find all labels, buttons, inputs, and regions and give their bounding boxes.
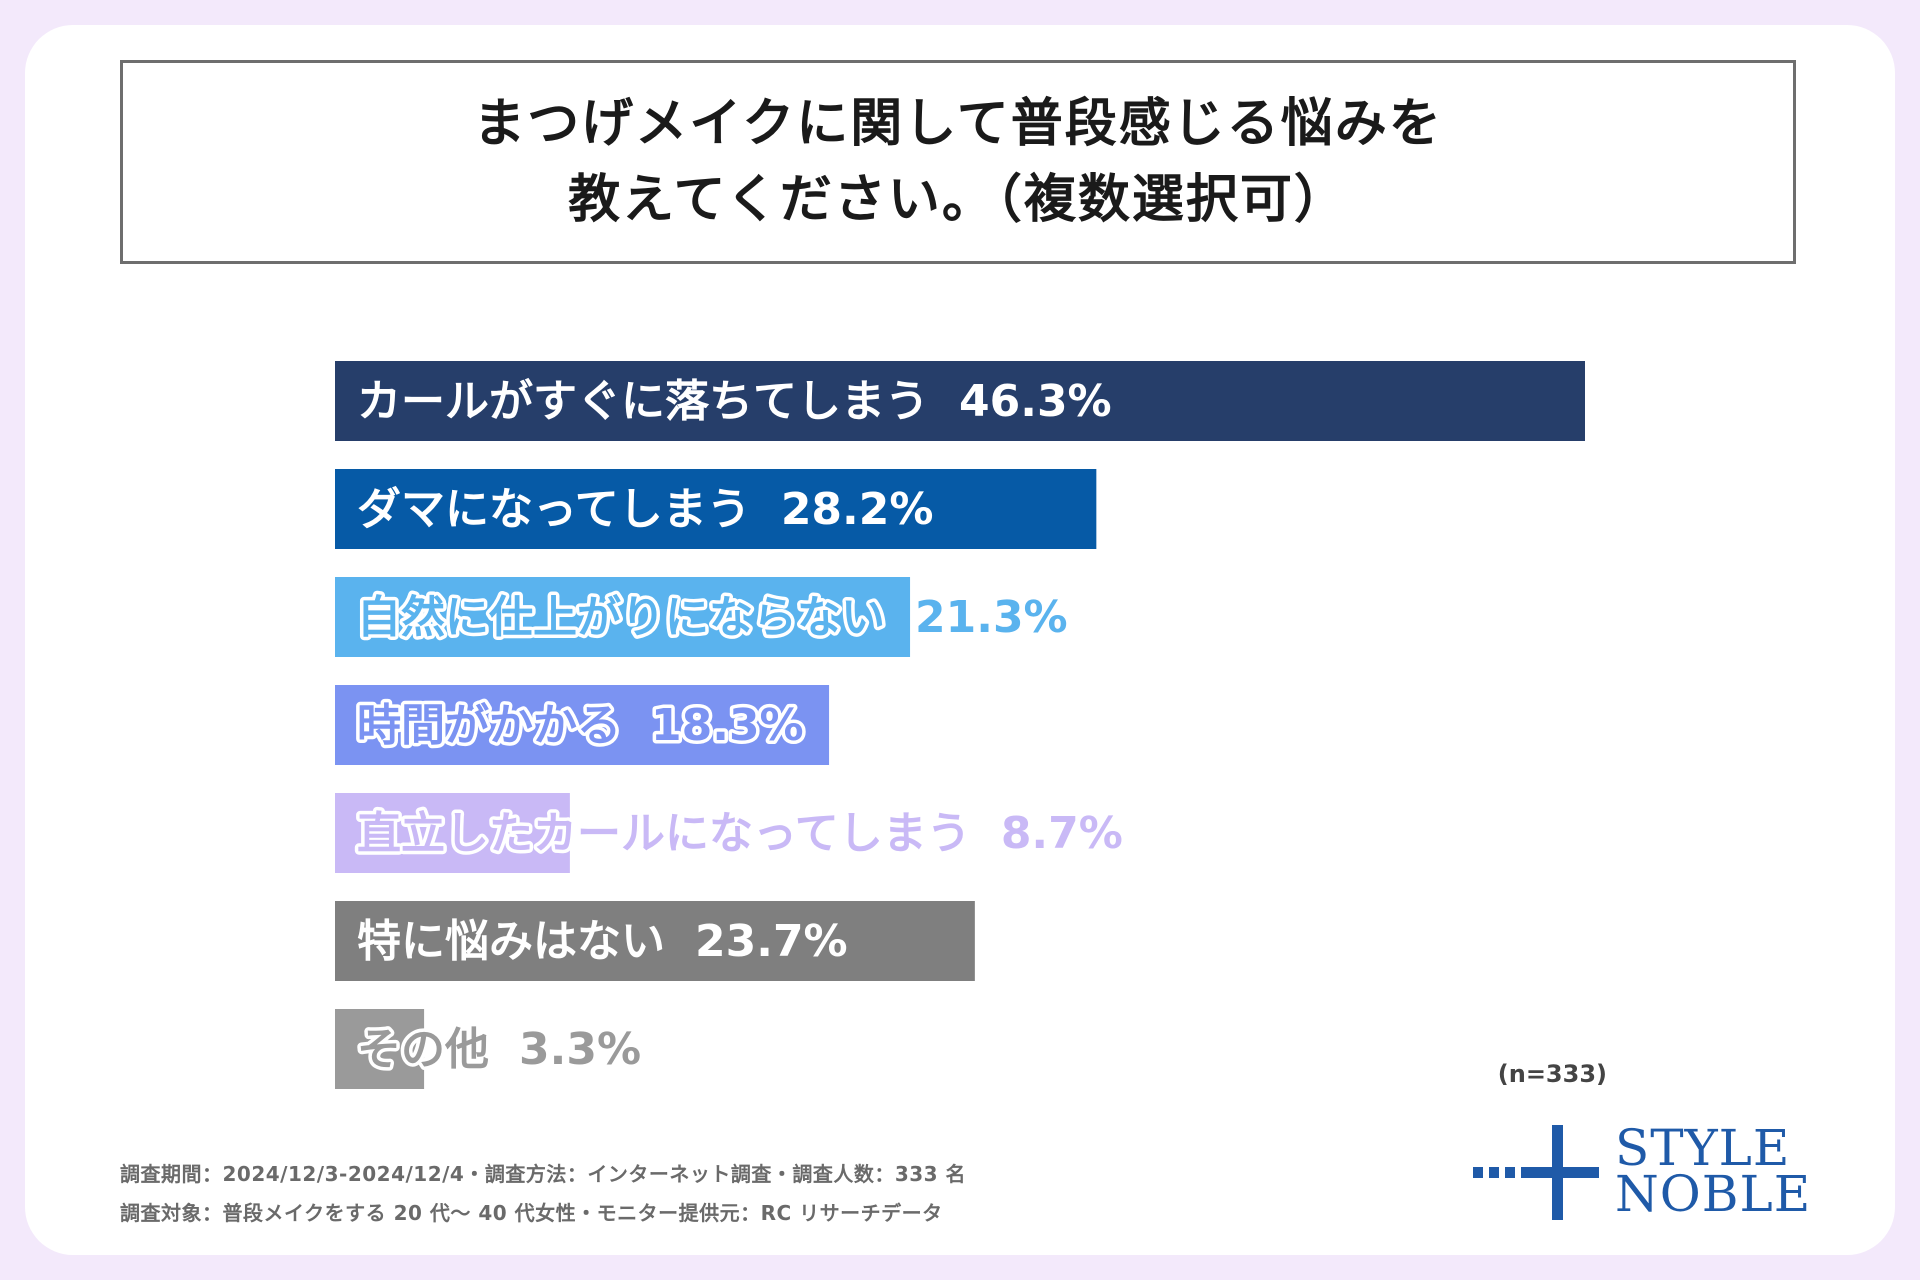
content-card: まつげメイクに関して普段感じる悩みを 教えてください。（複数選択可） カールがす… — [25, 25, 1895, 1255]
sample-size-label: (n=333) — [1497, 1060, 1607, 1088]
bar-label-6: 特に悩みはない 23.7% — [357, 916, 848, 967]
bar-1 — [335, 361, 1585, 441]
footer-survey-period: 調査期間：2024/12/3-2024/12/4・調査方法：インターネット調査・… — [120, 1162, 967, 1186]
bar-label-2: ダマになってしまう 28.2% — [357, 484, 933, 535]
bar-5 — [335, 793, 570, 873]
value-label: 8.7% — [1001, 808, 1123, 859]
title-line-2: 教えてください。（複数選択可） — [568, 170, 1348, 230]
plus-logo-icon — [1473, 1125, 1599, 1220]
category-label: 自然に仕上がりにならない — [357, 592, 885, 643]
style-noble-logo: STYLE NOBLE — [1473, 1119, 1810, 1225]
value-label: 18.3% — [651, 700, 804, 751]
category-label: ダマになってしまう — [357, 484, 751, 535]
value-label: 3.3% — [519, 1024, 641, 1075]
bar-label-7: その他 3.3% — [357, 1024, 641, 1075]
category-label: 特に悩みはない — [357, 916, 665, 967]
logo-text-style: STYLE — [1615, 1119, 1791, 1177]
value-label: 23.7% — [695, 916, 848, 967]
value-label: 28.2% — [781, 484, 934, 535]
bar-label-5: 直立したカールになってしまう 8.7% — [357, 808, 1123, 859]
bar-4 — [335, 685, 830, 765]
bar-7 — [335, 1009, 425, 1089]
bar-label-1: カールがすぐに落ちてしまう 46.3% — [357, 376, 1112, 427]
title-box: まつげメイクに関して普段感じる悩みを 教えてください。（複数選択可） — [120, 60, 1796, 264]
category-label: 直立したカールになってしまう — [357, 808, 971, 859]
category-label: 時間がかかる — [357, 700, 621, 751]
bar-6 — [335, 901, 975, 981]
bar-2 — [335, 469, 1097, 549]
bar-chart: カールがすぐに落ちてしまう 46.3% ダマになってしまう 28.2% 自然に仕上がりに… — [335, 361, 1585, 1089]
category-label: カールがすぐに落ちてしまう — [357, 376, 929, 427]
logo-text-noble: NOBLE — [1615, 1165, 1812, 1223]
bar-3 — [335, 577, 911, 657]
footer-survey-target: 調査対象：普段メイクをする 20 代〜 40 代女性・モニター提供元：RC リサ… — [120, 1201, 943, 1225]
category-label: その他 — [357, 1024, 489, 1075]
bar-label-4: 時間がかかる 18.3% — [357, 700, 804, 751]
value-label: 21.3% — [915, 592, 1068, 643]
bar-label-3: 自然に仕上がりにならない 21.3% — [357, 592, 1068, 643]
value-label: 46.3% — [959, 376, 1112, 427]
title-line-1: まつげメイクに関して普段感じる悩みを — [473, 94, 1443, 154]
